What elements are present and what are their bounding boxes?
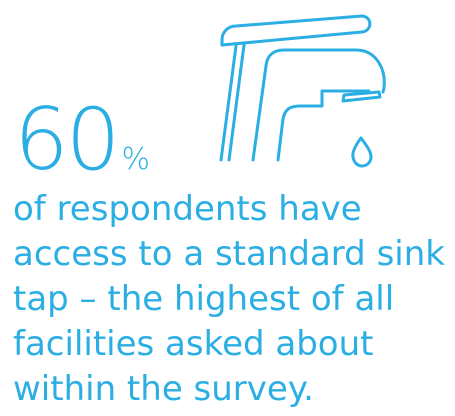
- tap-nozzle: [341, 90, 382, 103]
- statistic-caption: of respondents have access to a standard…: [13, 187, 453, 412]
- caption-line-2: access to a standard sink: [13, 234, 445, 274]
- caption-line-3: tap – the highest of all: [13, 279, 395, 319]
- caption-line-4: facilities asked about: [13, 324, 374, 364]
- tap-spout-underside: [276, 89, 371, 162]
- tap-spout: [251, 48, 386, 162]
- statistic-unit: %: [121, 142, 150, 177]
- tap-handle: [220, 14, 372, 47]
- tap-body-left: [219, 44, 238, 162]
- statistic-value: 60: [14, 90, 120, 190]
- statistic: 60%: [14, 92, 150, 188]
- caption-line-1: of respondents have: [13, 189, 362, 229]
- water-drop-icon: [351, 136, 373, 168]
- tap-body-right: [227, 43, 246, 162]
- caption-line-5: within the survey.: [13, 369, 314, 409]
